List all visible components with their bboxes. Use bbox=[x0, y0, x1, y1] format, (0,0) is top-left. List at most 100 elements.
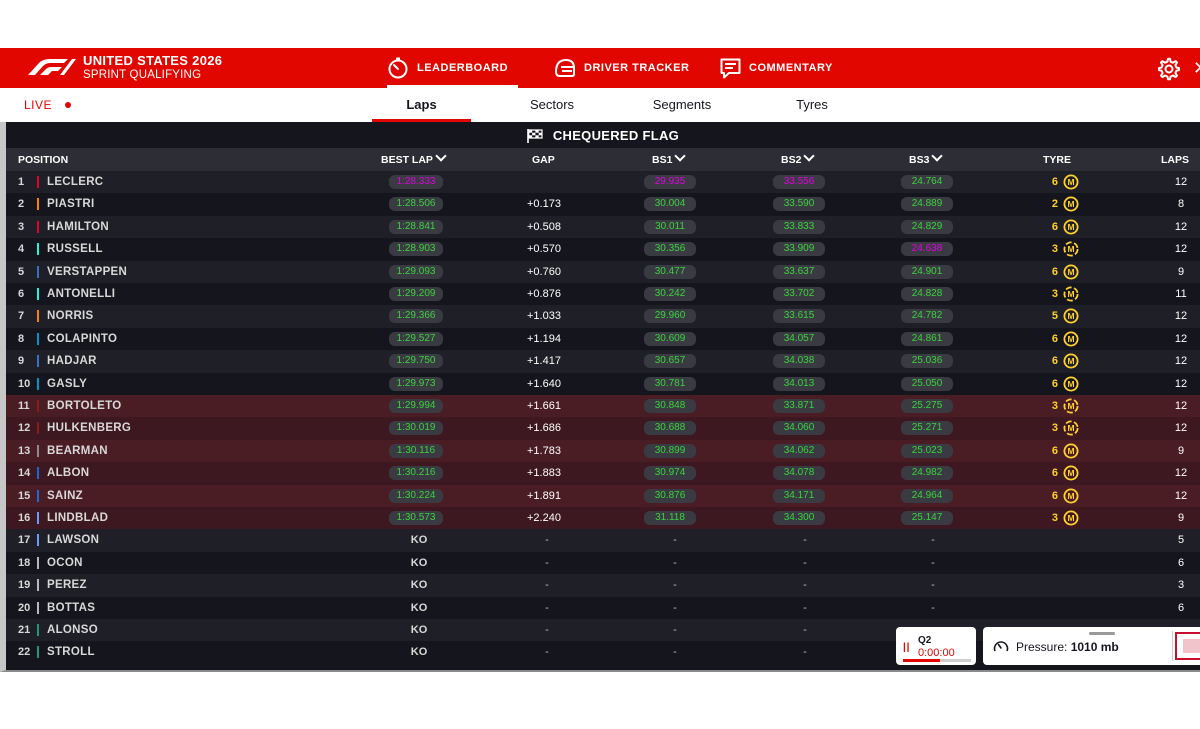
bs3-time: 24.828 bbox=[901, 287, 953, 301]
team-color-bar bbox=[37, 422, 39, 435]
tyre-age: 6 bbox=[1051, 444, 1058, 457]
table-row[interactable]: 1 LECLERC 1:28.333 29.935 33.556 24.764 6 M 12 bbox=[6, 171, 1200, 194]
tab-segments[interactable]: Segments bbox=[652, 97, 712, 112]
table-row[interactable]: 15 SAINZ 1:30.224 +1.891 30.876 34.171 24.964 6… bbox=[6, 484, 1200, 507]
nav-commentary[interactable]: COMMENTARY bbox=[720, 48, 833, 88]
bs1-time: 30.609 bbox=[644, 331, 696, 346]
bs2-time: 34.013 bbox=[773, 376, 825, 391]
tab-tyres[interactable]: Tyres bbox=[796, 97, 828, 112]
table-row[interactable]: 5 VERSTAPPEN 1:29.093 +0.760 30.477 33.637 24.… bbox=[6, 260, 1200, 283]
tab-sectors[interactable]: Sectors bbox=[529, 97, 575, 112]
table-row[interactable]: 2 PIASTRI 1:28.506 +0.173 30.004 33.590 24.889… bbox=[6, 193, 1200, 216]
driver-name: PEREZ bbox=[47, 579, 87, 592]
table-row[interactable]: 11 BORTOLETO 1:29.994 +1.661 30.848 33.871 25.… bbox=[6, 395, 1200, 418]
table-row[interactable]: 16 LINDBLAD 1:30.573 +2.240 31.118 34.300 25.1… bbox=[6, 507, 1200, 530]
table-row[interactable]: 10 GASLY 1:29.973 +1.640 30.781 34.013 25.050 6… bbox=[6, 372, 1200, 395]
header-tyre: TYRE bbox=[1043, 154, 1072, 166]
laps-count: 6 bbox=[1177, 601, 1185, 614]
header-best-lap[interactable]: BEST LAP bbox=[381, 150, 447, 166]
row-position: 15 bbox=[18, 489, 31, 502]
laps-count: 12 bbox=[1174, 422, 1188, 435]
table-row[interactable]: 3 HAMILTON 1:28.841 +0.508 30.011 33.833 24.82… bbox=[6, 215, 1200, 239]
laps-count: 12 bbox=[1174, 310, 1188, 323]
row-position: 10 bbox=[18, 377, 31, 390]
tyre-age: 6 bbox=[1051, 220, 1058, 233]
tab-laps[interactable]: Laps bbox=[372, 88, 471, 122]
header-best-lap-label: BEST LAP bbox=[381, 154, 433, 166]
session-timer-widget[interactable]: | | Q2 0:00:00 bbox=[896, 627, 976, 665]
chat-icon bbox=[720, 58, 741, 78]
row-position: 14 bbox=[18, 467, 31, 480]
medium-tyre-icon: M bbox=[1063, 174, 1079, 190]
bs3-time: 25.023 bbox=[901, 443, 953, 458]
bs1-time: 30.011 bbox=[644, 219, 696, 234]
table-row[interactable]: 13 BEARMAN 1:30.116 +1.783 30.899 34.062 25.02… bbox=[6, 439, 1200, 463]
nav-leaderboard-label: LEADERBOARD bbox=[417, 62, 509, 74]
nav-leaderboard[interactable]: LEADERBOARD bbox=[387, 48, 518, 88]
table-row[interactable]: 19 PEREZ KO - - - - 3 bbox=[6, 574, 1200, 597]
f1-logo bbox=[24, 59, 76, 80]
best-lap-time: 1:30.216 bbox=[389, 466, 443, 481]
tyre-age: 6 bbox=[1051, 176, 1058, 188]
header-bs2[interactable]: BS2 bbox=[781, 150, 816, 166]
weather-widget[interactable]: Pressure: 1010 mb bbox=[983, 627, 1200, 665]
header-bs1[interactable]: BS1 bbox=[652, 150, 687, 166]
laps-count: 3 bbox=[1177, 579, 1185, 592]
bs3-time: 24.764 bbox=[901, 175, 953, 189]
table-row[interactable]: 9 HADJAR 1:29.750 +1.417 30.657 34.038 25.036 6… bbox=[6, 350, 1200, 373]
gap-value: +0.760 bbox=[527, 265, 561, 278]
close-icon[interactable]: ✕ bbox=[1193, 58, 1200, 79]
table-row[interactable]: 14 ALBON 1:30.216 +1.883 30.974 34.078 24.982 6… bbox=[6, 462, 1200, 485]
team-color-bar bbox=[37, 288, 39, 300]
bs2-time: 34.078 bbox=[773, 466, 825, 481]
best-lap-time: 1:30.573 bbox=[389, 511, 443, 525]
driver-name: NORRIS bbox=[47, 310, 94, 323]
medium-tyre-icon: M bbox=[1063, 353, 1079, 369]
table-row[interactable]: 17 LAWSON KO - - - - 5 bbox=[6, 529, 1200, 552]
bs2-time: 34.062 bbox=[773, 443, 825, 458]
team-color-bar bbox=[37, 332, 39, 345]
tyre-age: 6 bbox=[1051, 265, 1058, 278]
header-bs3[interactable]: BS3 bbox=[909, 150, 944, 166]
table-header: POSITION BEST LAP GAP BS1 BS2 BS3 TYRE L… bbox=[6, 148, 1200, 171]
settings-gear-icon[interactable] bbox=[1157, 57, 1181, 86]
pressure-readout: Pressure: 1010 mb bbox=[1016, 640, 1119, 654]
driver-name: BEARMAN bbox=[47, 444, 108, 457]
driver-name: HADJAR bbox=[47, 355, 97, 368]
tyre-compound: M bbox=[1067, 424, 1074, 434]
table-row[interactable]: 6 ANTONELLI 1:29.209 +0.876 30.242 33.702 24.8… bbox=[6, 283, 1200, 306]
gap-value: +1.194 bbox=[527, 332, 561, 345]
knocked-out-label: KO bbox=[410, 601, 428, 614]
tyre-compound: M bbox=[1067, 312, 1074, 322]
live-label: LIVE bbox=[24, 98, 53, 112]
drag-handle[interactable] bbox=[1089, 632, 1115, 635]
bs3-time: 25.271 bbox=[901, 421, 953, 436]
tyre-age: 3 bbox=[1051, 243, 1058, 256]
bs2-time: 34.060 bbox=[773, 421, 825, 436]
table-row[interactable]: 20 BOTTAS KO - - - - 6 bbox=[6, 596, 1200, 619]
table-row[interactable]: 7 NORRIS 1:29.366 +1.033 29.960 33.615 24.782 5… bbox=[6, 305, 1200, 328]
table-row[interactable]: 8 COLAPINTO 1:29.527 +1.194 30.609 34.057 24.8… bbox=[6, 327, 1200, 351]
empty-value-dash: - bbox=[545, 646, 549, 659]
row-position: 18 bbox=[18, 556, 31, 569]
sub-navigation: LIVE Laps Sectors Segments Tyres bbox=[0, 88, 1200, 122]
bs2-time: 33.615 bbox=[773, 309, 825, 324]
driver-name: BOTTAS bbox=[47, 601, 96, 614]
tyre-compound: M bbox=[1067, 177, 1074, 187]
table-row[interactable]: 18 OCON KO - - - - 6 bbox=[6, 551, 1200, 575]
laps-count: 9 bbox=[1177, 265, 1185, 278]
gap-value: +0.173 bbox=[527, 198, 561, 211]
laps-count: 12 bbox=[1174, 489, 1188, 502]
tyre-compound: M bbox=[1067, 244, 1074, 254]
laps-count: 5 bbox=[1177, 534, 1185, 547]
table-row[interactable]: 4 RUSSELL 1:28.903 +0.570 30.356 33.909 24.638… bbox=[6, 238, 1200, 261]
empty-value-dash: - bbox=[803, 624, 807, 636]
table-row[interactable]: 12 HULKENBERG 1:30.019 +1.686 30.688 34.060 25… bbox=[6, 417, 1200, 440]
row-position: 17 bbox=[18, 534, 31, 547]
bs2-time: 34.171 bbox=[773, 488, 825, 503]
knocked-out-label: KO bbox=[410, 579, 428, 592]
bs3-time: 24.861 bbox=[901, 331, 953, 346]
best-lap-time: 1:29.994 bbox=[389, 399, 443, 413]
flag-status-banner: CHEQUERED FLAG bbox=[6, 122, 1200, 148]
nav-driver-tracker[interactable]: DRIVER TRACKER bbox=[554, 48, 689, 88]
